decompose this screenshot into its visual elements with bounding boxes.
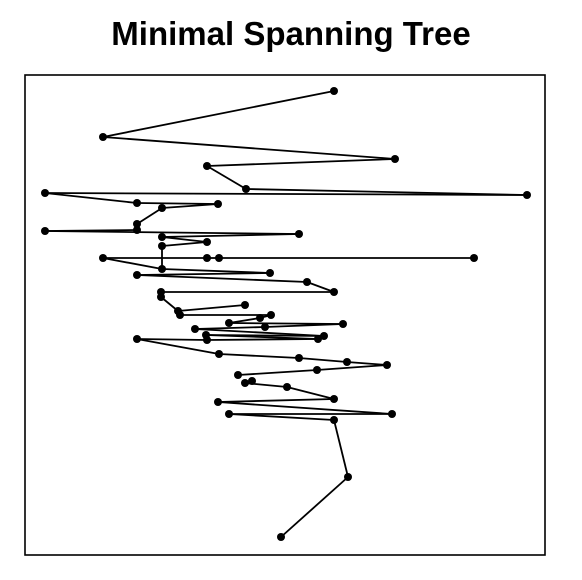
tree-node-45 bbox=[41, 227, 49, 235]
tree-edge-52 bbox=[206, 165, 247, 190]
tree-node-54 bbox=[203, 162, 211, 170]
tree-node-20 bbox=[320, 332, 328, 340]
tree-node-51 bbox=[41, 189, 49, 197]
tree-edge-50 bbox=[44, 192, 528, 196]
tree-edge-20 bbox=[194, 326, 266, 330]
tree-node-48 bbox=[158, 204, 166, 212]
tree-edge-54 bbox=[102, 136, 396, 160]
tree-edge-48 bbox=[136, 202, 219, 205]
tree-node-35 bbox=[266, 269, 274, 277]
tree-node-33 bbox=[303, 278, 311, 286]
tree-node-16 bbox=[133, 335, 141, 343]
tree-edge-23 bbox=[228, 317, 261, 324]
tree-node-0 bbox=[277, 533, 285, 541]
tree-node-11 bbox=[313, 366, 321, 374]
tree-node-46 bbox=[133, 226, 141, 234]
tree-node-25 bbox=[256, 314, 264, 322]
tree-edge-53 bbox=[206, 158, 396, 167]
tree-edge-9 bbox=[237, 369, 318, 376]
tree-node-5 bbox=[214, 398, 222, 406]
tree-node-13 bbox=[343, 358, 351, 366]
tree-node-4 bbox=[388, 410, 396, 418]
tree-node-44 bbox=[295, 230, 303, 238]
tree-node-26 bbox=[267, 311, 275, 319]
tree-node-49 bbox=[214, 200, 222, 208]
tree-edge-12 bbox=[298, 357, 348, 363]
tree-edge-32 bbox=[136, 274, 308, 283]
tree-node-29 bbox=[241, 301, 249, 309]
tree-node-57 bbox=[330, 87, 338, 95]
tree-edge-13 bbox=[218, 353, 300, 359]
tree-edge-5 bbox=[217, 398, 335, 403]
tree-node-37 bbox=[99, 254, 107, 262]
tree-edge-27 bbox=[177, 304, 246, 312]
tree-edge-1 bbox=[333, 419, 349, 478]
tree-node-38 bbox=[203, 254, 211, 262]
tree-node-47 bbox=[133, 220, 141, 228]
tree-node-9 bbox=[248, 377, 256, 385]
tree-node-15 bbox=[215, 350, 223, 358]
tree-edge-44 bbox=[44, 229, 138, 232]
tree-node-36 bbox=[158, 265, 166, 273]
tree-node-42 bbox=[203, 238, 211, 246]
tree-node-53 bbox=[242, 185, 250, 193]
tree-node-7 bbox=[283, 383, 291, 391]
tree-edge-55 bbox=[102, 90, 335, 138]
tree-edge-10 bbox=[316, 364, 388, 371]
tree-node-34 bbox=[133, 271, 141, 279]
tree-edge-4 bbox=[217, 401, 393, 415]
tree-edge-15 bbox=[136, 338, 208, 341]
tree-node-21 bbox=[191, 325, 199, 333]
tree-node-22 bbox=[261, 323, 269, 331]
plot-frame bbox=[24, 74, 546, 556]
tree-edge-6 bbox=[286, 386, 335, 400]
tree-node-8 bbox=[241, 379, 249, 387]
tree-edge-2 bbox=[228, 413, 335, 421]
tree-edge-31 bbox=[306, 281, 335, 293]
tree-edge-22 bbox=[228, 322, 344, 325]
tree-edge-43 bbox=[44, 230, 300, 235]
tree-edge-35 bbox=[102, 257, 163, 270]
tree-edge-49 bbox=[44, 192, 138, 204]
tree-edge-34 bbox=[161, 268, 271, 274]
tree-node-52 bbox=[523, 191, 531, 199]
tree-node-40 bbox=[470, 254, 478, 262]
tree-node-2 bbox=[330, 416, 338, 424]
tree-node-31 bbox=[157, 288, 165, 296]
edges-layer bbox=[44, 90, 528, 538]
tree-node-32 bbox=[330, 288, 338, 296]
tree-node-39 bbox=[215, 254, 223, 262]
tree-node-23 bbox=[339, 320, 347, 328]
tree-node-19 bbox=[202, 331, 210, 339]
tree-edge-11 bbox=[346, 361, 388, 366]
tree-node-24 bbox=[225, 319, 233, 327]
tree-edge-14 bbox=[136, 338, 220, 355]
tree-node-6 bbox=[330, 395, 338, 403]
tree-node-55 bbox=[391, 155, 399, 163]
chart-title: Minimal Spanning Tree bbox=[111, 15, 471, 52]
tree-node-3 bbox=[225, 410, 233, 418]
tree-node-18 bbox=[314, 335, 322, 343]
tree-edge-46 bbox=[136, 207, 163, 225]
tree-node-56 bbox=[99, 133, 107, 141]
tree-node-50 bbox=[133, 199, 141, 207]
tree-edge-19 bbox=[194, 328, 325, 337]
tree-node-10 bbox=[234, 371, 242, 379]
tree-node-1 bbox=[344, 473, 352, 481]
tree-edge-41 bbox=[161, 236, 208, 243]
tree-edge-40 bbox=[161, 241, 208, 247]
tree-node-28 bbox=[174, 307, 182, 315]
nodes-layer bbox=[41, 87, 531, 541]
tree-edge-51 bbox=[245, 188, 528, 196]
tree-node-43 bbox=[158, 233, 166, 241]
tree-node-14 bbox=[295, 354, 303, 362]
tree-node-41 bbox=[158, 242, 166, 250]
tree-edge-33 bbox=[136, 272, 271, 276]
tree-node-12 bbox=[383, 361, 391, 369]
tree-edge-0 bbox=[280, 476, 349, 538]
